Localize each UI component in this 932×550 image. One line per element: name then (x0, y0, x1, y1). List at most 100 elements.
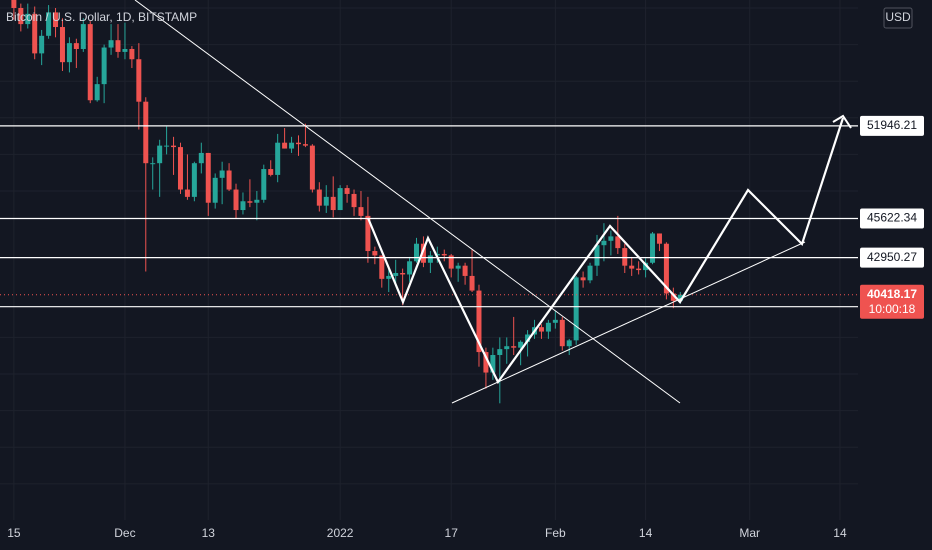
candle-body (94, 84, 100, 101)
candle-body (372, 251, 378, 256)
candle-body (39, 35, 45, 54)
candle-body (573, 277, 579, 341)
x-tick-label: Dec (114, 526, 135, 540)
candle-body (441, 253, 447, 256)
candle-body (656, 233, 662, 244)
candle-body (552, 319, 558, 323)
candle-body (171, 145, 177, 148)
last-price-box (860, 284, 924, 319)
arrow-head (832, 114, 852, 129)
level-box (860, 247, 924, 268)
candle-body (247, 201, 253, 203)
plot-area (0, 0, 858, 520)
candle-body (226, 170, 232, 190)
candle-body (191, 163, 197, 197)
x-tick-label: 14 (639, 526, 653, 540)
candle-body (545, 322, 551, 332)
candle-body (115, 40, 121, 52)
candle-body (663, 243, 669, 294)
candle-body (365, 215, 371, 252)
candle-body (150, 163, 156, 165)
candle-body (407, 261, 413, 275)
candle-body (518, 341, 524, 348)
candle-body (108, 40, 114, 48)
candle-body (587, 265, 593, 281)
candle-body (254, 199, 260, 203)
candle-body (282, 142, 288, 149)
level-box (860, 115, 924, 136)
candle-body (650, 233, 656, 263)
candle-body (289, 142, 295, 149)
candle-body (414, 243, 420, 262)
x-tick-label: Feb (545, 526, 566, 540)
candle-body (601, 240, 607, 246)
candle-body (379, 255, 385, 279)
candle-body (330, 196, 336, 211)
candle-body (448, 255, 454, 269)
currency-box (883, 7, 913, 29)
candle-body (615, 236, 621, 249)
candle-body (622, 248, 628, 266)
x-tick-label: 2022 (327, 526, 354, 540)
candle-body (455, 265, 461, 269)
candle-body (18, 7, 24, 25)
level-label: 45622.34 (867, 211, 917, 225)
candle-body (316, 189, 322, 206)
candle-body (87, 24, 93, 101)
last-price-label: 40418.17 (867, 287, 917, 301)
candle-body (580, 277, 586, 281)
chart-title: Bitcoin / U.S. Dollar, 1D, BITSTAMP (6, 10, 197, 24)
candle-body (205, 152, 211, 203)
candle-body (337, 188, 343, 211)
candle-body (295, 142, 301, 145)
candle-body (122, 48, 128, 52)
candle-body (483, 352, 489, 373)
candle-body (351, 193, 357, 208)
candle-body (101, 47, 107, 85)
candle-body (476, 290, 482, 353)
trend-line (451, 241, 806, 404)
candle-body (594, 245, 600, 266)
candle-body (400, 273, 406, 275)
candle-body (497, 349, 503, 355)
candle-body (157, 145, 163, 164)
candle-body (164, 145, 170, 147)
candle-body (129, 48, 135, 60)
candle-body (490, 354, 496, 373)
candle-body (643, 262, 649, 271)
candle-body (462, 265, 468, 276)
x-tick-label: 15 (7, 526, 21, 540)
x-tick-label: 14 (833, 526, 847, 540)
candle-body (344, 188, 350, 194)
level-box (860, 208, 924, 229)
candle-body (261, 169, 267, 200)
candle-body (608, 236, 614, 241)
x-tick-label: 13 (202, 526, 216, 540)
candle-body (66, 43, 72, 63)
candle-body (11, 0, 17, 8)
candle-body (636, 268, 642, 271)
candle-body (198, 152, 204, 164)
candle-body (525, 334, 531, 342)
candle-body (143, 101, 149, 164)
candle-body (32, 13, 38, 54)
candle-body (240, 201, 246, 211)
candle-body (219, 170, 225, 178)
candle-body (393, 273, 399, 276)
trend-line (134, 0, 681, 404)
countdown-label: 10:00:18 (869, 302, 916, 316)
candle-body (511, 346, 517, 348)
pattern-path (366, 117, 845, 385)
candle-body (566, 340, 572, 347)
candle-body (177, 147, 183, 190)
level-label: 42950.27 (867, 250, 917, 264)
candle-body (80, 24, 86, 49)
candle-body (323, 196, 329, 206)
candle-body (386, 275, 392, 279)
x-tick-label: 17 (445, 526, 459, 540)
candle-body (268, 169, 274, 175)
candle-body (184, 189, 190, 197)
candle-body (302, 144, 308, 146)
level-label: 51946.21 (867, 118, 917, 132)
